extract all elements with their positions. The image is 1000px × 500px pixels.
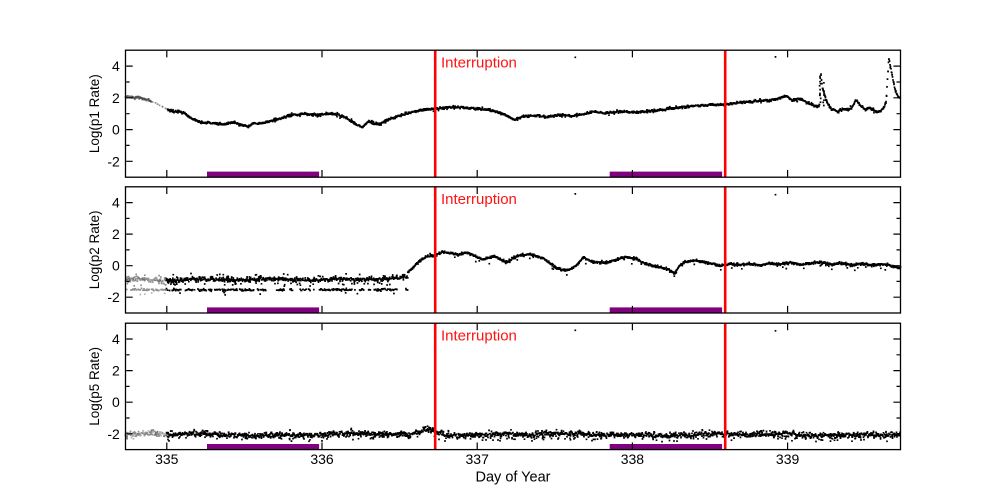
svg-text:336: 336 (310, 451, 334, 467)
svg-text:338: 338 (621, 451, 645, 467)
svg-text:2: 2 (112, 226, 120, 242)
svg-text:Log(p1 Rate): Log(p1 Rate) (87, 74, 102, 153)
svg-text:0: 0 (112, 394, 120, 410)
svg-text:Interruption: Interruption (441, 191, 517, 208)
svg-text:337: 337 (466, 451, 490, 467)
svg-text:Interruption: Interruption (441, 54, 517, 71)
svg-text:-2: -2 (107, 289, 120, 305)
svg-text:4: 4 (112, 58, 120, 74)
svg-text:Day of Year: Day of Year (476, 470, 551, 486)
svg-text:4: 4 (112, 331, 120, 347)
svg-text:Log(p2 Rate): Log(p2 Rate) (87, 210, 102, 289)
svg-text:-2: -2 (107, 153, 120, 169)
svg-text:Interruption: Interruption (441, 327, 517, 344)
svg-text:339: 339 (776, 451, 800, 467)
svg-text:Log(p5 Rate): Log(p5 Rate) (87, 347, 102, 426)
svg-text:4: 4 (112, 195, 120, 211)
svg-text:2: 2 (112, 363, 120, 379)
svg-text:335: 335 (155, 451, 179, 467)
svg-text:0: 0 (112, 122, 120, 138)
svg-text:2: 2 (112, 90, 120, 106)
svg-text:0: 0 (112, 258, 120, 274)
svg-text:-2: -2 (107, 426, 120, 442)
